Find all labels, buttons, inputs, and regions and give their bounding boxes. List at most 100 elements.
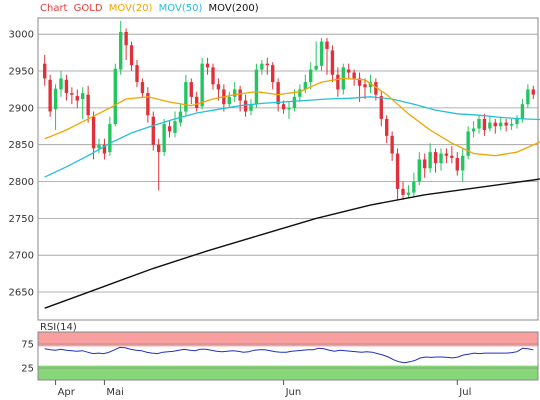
candle-down xyxy=(124,31,128,46)
legend-ma200: MOV(200) xyxy=(209,3,259,14)
candle-up xyxy=(439,153,443,164)
candle-up xyxy=(227,96,231,105)
candle-up xyxy=(471,128,476,132)
candle-down xyxy=(216,84,221,90)
candle-up xyxy=(319,41,324,66)
candle-down xyxy=(265,63,269,66)
candle-up xyxy=(59,78,63,90)
candle-down xyxy=(455,157,459,171)
rsi-panel: 25 75 xyxy=(21,331,539,381)
candle-down xyxy=(423,159,427,169)
candle-up xyxy=(287,107,291,110)
candle-down xyxy=(363,84,367,88)
candle-down xyxy=(64,79,69,94)
candle-up xyxy=(509,124,514,126)
candle-down xyxy=(374,82,378,95)
rsi-frame xyxy=(37,331,539,381)
candle-up xyxy=(200,63,204,107)
candle-up xyxy=(97,144,101,149)
x-tick-label: Apr xyxy=(58,387,76,398)
moving-average-lines xyxy=(44,77,540,309)
candle-down xyxy=(330,50,335,75)
y-tick-label: 2900 xyxy=(9,103,34,114)
candle-up xyxy=(461,155,465,171)
rsi-label: RSI(14) xyxy=(40,322,77,333)
candle-up xyxy=(119,31,123,70)
candle-up xyxy=(520,104,525,119)
candle-down xyxy=(433,152,438,164)
candle-down xyxy=(271,65,275,83)
candle-down xyxy=(211,67,215,85)
candle-up xyxy=(309,69,313,83)
ma50-line xyxy=(44,96,540,178)
candle-up xyxy=(314,65,318,70)
candle-down xyxy=(395,153,400,189)
y-tick-label: 2750 xyxy=(9,214,34,225)
candle-up xyxy=(260,63,264,70)
candle-down xyxy=(129,45,134,66)
candle-up xyxy=(477,118,481,129)
candle-up xyxy=(184,82,188,112)
candle-down xyxy=(493,122,497,127)
y-tick-label: 2800 xyxy=(9,177,34,188)
candle-down xyxy=(151,116,155,145)
candle-up xyxy=(108,124,112,153)
x-tick-label: Mai xyxy=(106,387,124,398)
candle-up xyxy=(233,89,237,97)
x-tick-label: Jun xyxy=(285,387,302,398)
y-tick-label: 2700 xyxy=(9,251,34,262)
candle-down xyxy=(352,72,356,79)
candle-down xyxy=(347,69,351,73)
candle-up xyxy=(526,89,530,105)
candle-up xyxy=(417,159,421,182)
candle-down xyxy=(243,100,248,112)
legend-ma20: MOV(20) xyxy=(109,3,153,14)
ma200-line xyxy=(44,178,540,309)
candle-up xyxy=(162,124,166,153)
candle-up xyxy=(303,82,307,90)
candle-up xyxy=(406,192,411,195)
y-tick-label: 2950 xyxy=(9,67,34,78)
candle-up xyxy=(368,82,373,88)
candle-down xyxy=(482,118,487,130)
y-tick-label: 2650 xyxy=(9,288,34,299)
candle-up xyxy=(53,88,58,110)
x-tick-label: Jul xyxy=(458,387,471,398)
candle-down xyxy=(325,41,329,49)
candle-down xyxy=(205,63,210,68)
candle-down xyxy=(189,82,193,97)
candle-down xyxy=(70,93,74,95)
plot-frame xyxy=(37,17,539,321)
candle-up xyxy=(173,121,177,133)
price-axis-labels: 2650 2700 2750 2800 2850 2900 2950 3000 xyxy=(9,30,34,299)
candle-up xyxy=(113,68,117,125)
candle-down xyxy=(43,63,47,79)
candle-up xyxy=(499,122,503,127)
candle-up xyxy=(292,96,297,108)
candle-up xyxy=(249,104,253,111)
candle-up xyxy=(515,118,519,125)
candle-down xyxy=(379,96,383,119)
candle-up xyxy=(412,181,416,193)
candle-up xyxy=(81,93,85,100)
candle-down xyxy=(390,135,394,154)
rsi-tick-label: 75 xyxy=(21,340,34,351)
candle-down xyxy=(444,153,449,156)
candle-down xyxy=(91,116,96,149)
date-axis: Apr Mai Jun Jul xyxy=(55,380,471,398)
candle-down xyxy=(401,188,405,195)
candle-down xyxy=(336,74,340,90)
legend-row: Chart GOLD MOV(20) MOV(50) MOV(200) xyxy=(40,3,259,14)
rsi-overbought-band xyxy=(38,332,538,347)
rsi-line xyxy=(44,346,534,364)
candle-down xyxy=(75,96,79,101)
candle-down xyxy=(48,79,52,112)
candle-down xyxy=(86,94,90,116)
legend-symbol: GOLD xyxy=(74,3,103,14)
candle-down xyxy=(238,89,242,101)
candle-down xyxy=(385,118,389,136)
candle-down xyxy=(504,122,508,126)
ma20-line xyxy=(44,77,540,157)
